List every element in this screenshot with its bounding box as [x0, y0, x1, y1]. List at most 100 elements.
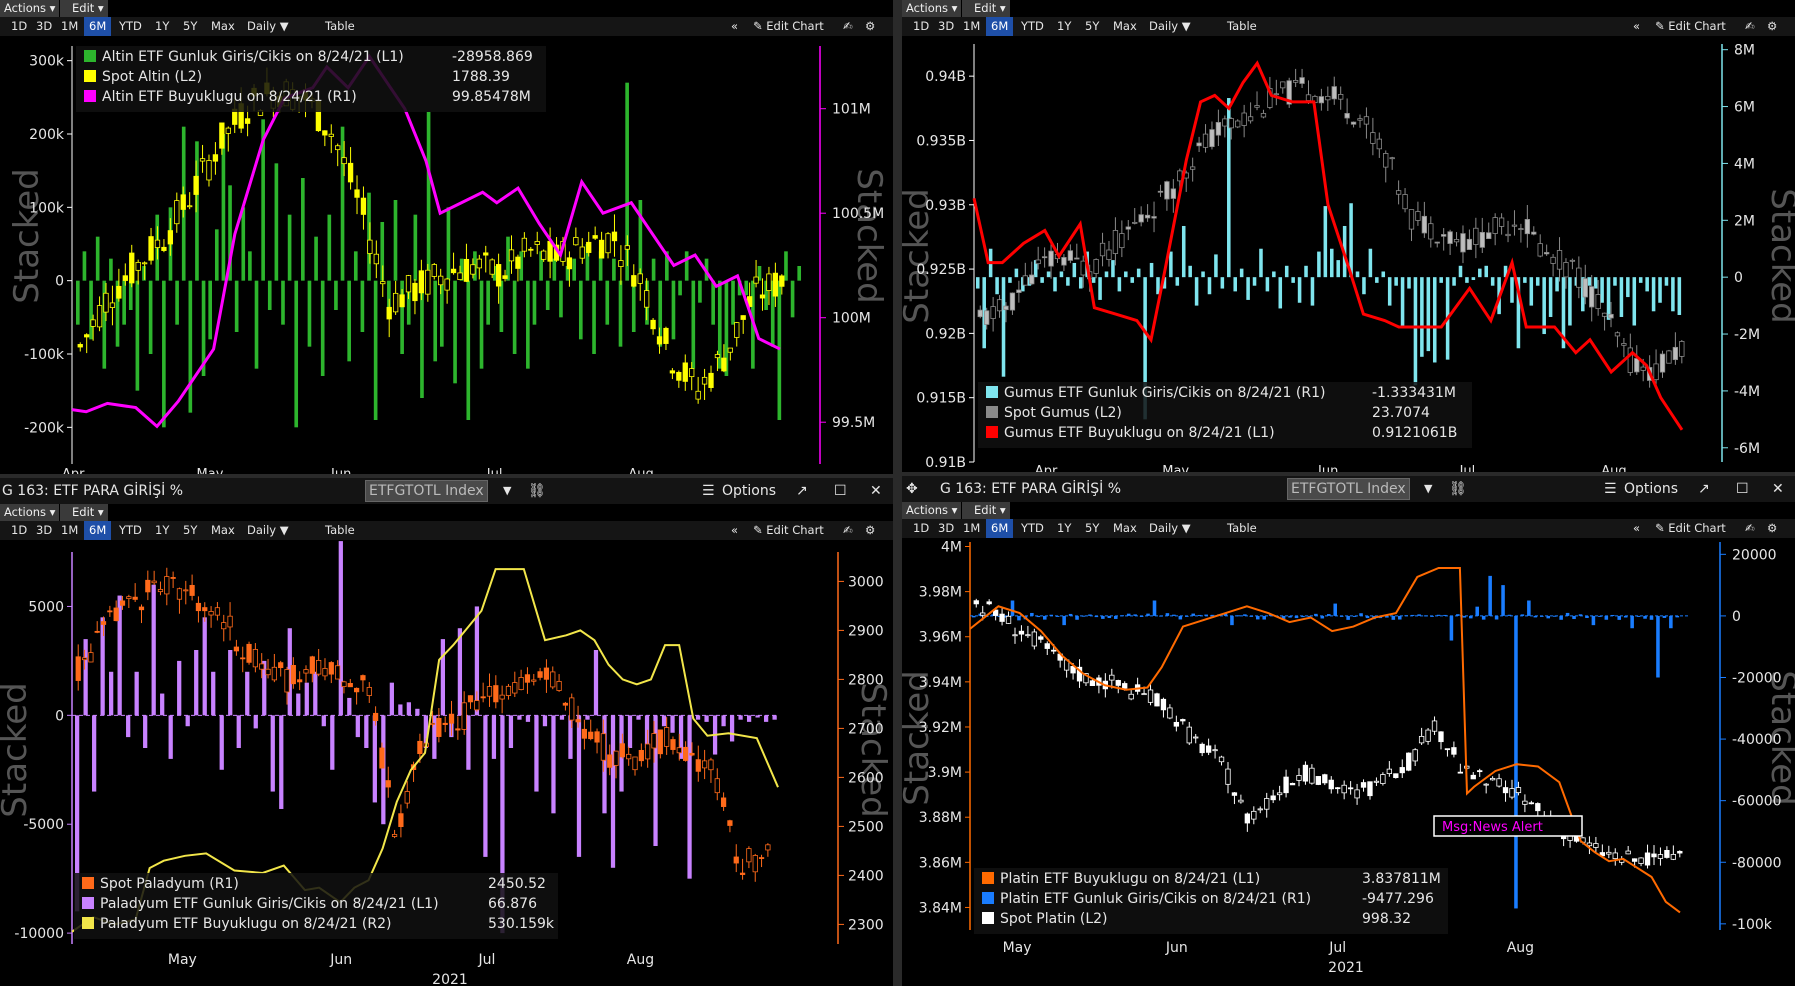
table-button[interactable]: Table	[1227, 19, 1257, 33]
range-button-max[interactable]: Max	[211, 19, 235, 33]
range-button-ytd[interactable]: YTD	[1021, 19, 1044, 33]
collapse-left-icon[interactable]: «	[1633, 19, 1641, 33]
options-button[interactable]: Options	[1624, 481, 1679, 497]
flow-bar	[248, 251, 252, 281]
candle-body	[999, 613, 1005, 622]
annotate-icon[interactable]: ✍	[843, 523, 853, 537]
annotate-icon[interactable]: ✍	[1745, 19, 1755, 33]
left-tick-label: 0.935B	[916, 133, 966, 149]
index-field[interactable]: ETFGTOTL Index	[1287, 478, 1410, 500]
range-button-3d[interactable]: 3D	[36, 523, 53, 537]
range-button-1d[interactable]: 1D	[913, 19, 930, 33]
annotate-icon[interactable]: ✍	[843, 19, 853, 33]
actions-menu[interactable]: Actions ▾	[902, 502, 963, 519]
flow-bar	[1432, 277, 1437, 363]
candle-body	[1389, 157, 1395, 160]
edit-menu[interactable]: Edit ▾	[68, 0, 109, 17]
collapse-left-icon[interactable]: «	[731, 19, 739, 33]
flow-bar	[1527, 600, 1531, 616]
actions-menu[interactable]: Actions ▾	[0, 504, 61, 521]
range-button-1m[interactable]: 1M	[61, 523, 79, 537]
gear-icon[interactable]: ⚙	[865, 523, 876, 537]
range-button-1y[interactable]: 1Y	[1057, 521, 1072, 535]
expand-icon[interactable]: ↗	[796, 483, 808, 499]
frequency-dropdown[interactable]: Daily ▼	[1149, 521, 1191, 535]
collapse-left-icon[interactable]: «	[1633, 521, 1641, 535]
flow-bar	[294, 280, 299, 428]
right-tick-label: -6M	[1734, 441, 1760, 457]
edit-chart-button[interactable]: ✎ Edit Chart	[753, 19, 824, 33]
range-button-ytd[interactable]: YTD	[119, 19, 142, 33]
candle-body	[1447, 231, 1453, 244]
table-button[interactable]: Table	[325, 523, 355, 537]
range-button-5y[interactable]: 5Y	[183, 523, 198, 537]
range-button-6m[interactable]: 6M	[986, 17, 1014, 36]
range-button-6m[interactable]: 6M	[84, 17, 112, 36]
table-button[interactable]: Table	[1227, 521, 1257, 535]
range-button-6m[interactable]: 6M	[84, 521, 112, 540]
link-icon[interactable]: ⛓	[1449, 481, 1467, 497]
options-menu-icon[interactable]: ☰	[702, 483, 715, 499]
edit-menu[interactable]: Edit ▾	[68, 504, 109, 521]
range-button-1m[interactable]: 1M	[963, 521, 981, 535]
frequency-dropdown[interactable]: Daily ▼	[247, 19, 289, 33]
range-button-1y[interactable]: 1Y	[1057, 19, 1072, 33]
options-menu-icon[interactable]: ☰	[1604, 481, 1617, 497]
frequency-dropdown[interactable]: Daily ▼	[1149, 19, 1191, 33]
range-button-1d[interactable]: 1D	[913, 521, 930, 535]
expand-icon[interactable]: ↗	[1698, 481, 1710, 497]
link-icon[interactable]: ⛓	[528, 483, 546, 499]
range-button-1y[interactable]: 1Y	[155, 19, 170, 33]
flow-bar	[440, 280, 444, 347]
edit-chart-button[interactable]: ✎ Edit Chart	[1655, 521, 1726, 535]
range-button-1y[interactable]: 1Y	[155, 523, 170, 537]
maximize-icon[interactable]: ☐	[1736, 481, 1749, 497]
range-button-5y[interactable]: 5Y	[1085, 521, 1100, 535]
gear-icon[interactable]: ⚙	[1767, 521, 1778, 535]
range-button-5y[interactable]: 5Y	[1085, 19, 1100, 33]
candle-body	[1544, 252, 1550, 255]
range-button-1m[interactable]: 1M	[61, 19, 79, 33]
maximize-icon[interactable]: ☐	[834, 483, 847, 499]
flow-bar	[1436, 614, 1441, 616]
range-button-max[interactable]: Max	[1113, 521, 1137, 535]
frequency-dropdown[interactable]: Daily ▼	[247, 523, 289, 537]
collapse-left-icon[interactable]: «	[731, 523, 739, 537]
flow-bar	[1101, 615, 1105, 619]
range-button-1d[interactable]: 1D	[11, 523, 28, 537]
actions-menu[interactable]: Actions ▾	[902, 0, 963, 17]
flow-bar	[1327, 614, 1331, 616]
edit-menu[interactable]: Edit ▾	[970, 0, 1011, 17]
options-button[interactable]: Options	[722, 483, 777, 499]
range-button-6m[interactable]: 6M	[986, 519, 1014, 538]
close-icon[interactable]: ✕	[870, 483, 882, 499]
actions-menu[interactable]: Actions ▾	[0, 0, 61, 17]
gear-icon[interactable]: ⚙	[865, 19, 876, 33]
range-button-ytd[interactable]: YTD	[1021, 521, 1044, 535]
index-field[interactable]: ETFGTOTL Index	[365, 480, 488, 502]
flow-bar	[1317, 251, 1321, 278]
range-button-max[interactable]: Max	[1113, 19, 1137, 33]
edit-chart-button[interactable]: ✎ Edit Chart	[1655, 19, 1726, 33]
dropdown-icon[interactable]: ▼	[503, 484, 512, 497]
range-button-3d[interactable]: 3D	[938, 19, 955, 33]
move-icon[interactable]: ✥	[906, 481, 918, 497]
table-button[interactable]: Table	[325, 19, 355, 33]
range-button-max[interactable]: Max	[211, 523, 235, 537]
range-button-5y[interactable]: 5Y	[183, 19, 198, 33]
close-icon[interactable]: ✕	[1772, 481, 1784, 497]
gear-icon[interactable]: ⚙	[1767, 19, 1778, 33]
flow-bar	[281, 280, 285, 325]
dropdown-icon[interactable]: ▼	[1424, 482, 1433, 495]
annotate-icon[interactable]: ✍	[1745, 521, 1755, 535]
edit-chart-button[interactable]: ✎ Edit Chart	[753, 523, 824, 537]
candle-body	[189, 584, 195, 596]
range-button-1m[interactable]: 1M	[963, 19, 981, 33]
range-button-1d[interactable]: 1D	[11, 19, 28, 33]
range-button-3d[interactable]: 3D	[938, 521, 955, 535]
range-button-ytd[interactable]: YTD	[119, 523, 142, 537]
left-tick-label: 3.96M	[919, 630, 962, 646]
flow-bar	[1359, 613, 1363, 616]
range-button-3d[interactable]: 3D	[36, 19, 53, 33]
edit-menu[interactable]: Edit ▾	[970, 502, 1011, 519]
